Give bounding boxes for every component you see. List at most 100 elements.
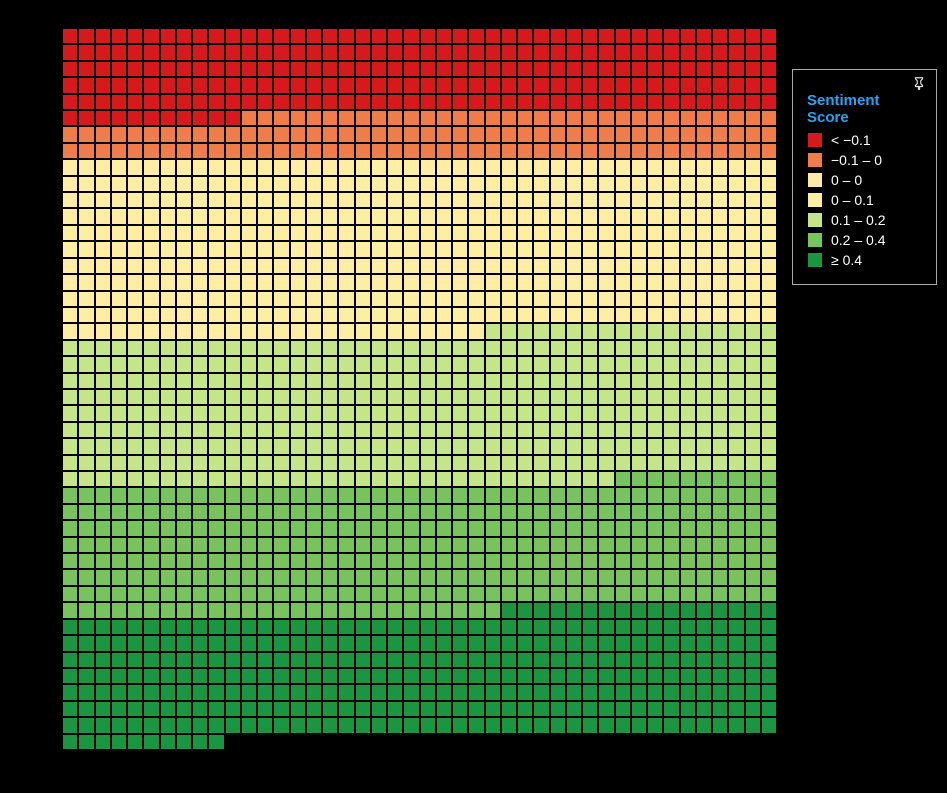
heatmap-cell — [322, 258, 338, 274]
heatmap-cell — [566, 520, 582, 536]
heatmap-cell — [485, 192, 501, 208]
heatmap-cell — [420, 307, 436, 323]
heatmap-cell — [111, 192, 127, 208]
heatmap-cell — [468, 438, 484, 454]
heatmap-cell — [306, 487, 322, 503]
heatmap-cell — [533, 356, 549, 372]
heatmap-cell — [468, 274, 484, 290]
heatmap-cell — [387, 422, 403, 438]
heatmap-cell — [322, 225, 338, 241]
heatmap-cell — [78, 94, 94, 110]
heatmap-cell — [647, 192, 663, 208]
heatmap-cell — [111, 619, 127, 635]
heatmap-cell — [712, 619, 728, 635]
heatmap-cell — [501, 323, 517, 339]
legend-item[interactable]: 0 – 0.1 — [807, 192, 922, 208]
heatmap-cell — [663, 28, 679, 44]
heatmap-cell — [728, 143, 744, 159]
heatmap-cell — [761, 323, 777, 339]
heatmap-cell — [761, 373, 777, 389]
heatmap-cell — [127, 635, 143, 651]
legend-item[interactable]: 0 – 0 — [807, 172, 922, 188]
legend-item[interactable]: −0.1 – 0 — [807, 152, 922, 168]
heatmap-cell — [403, 44, 419, 60]
heatmap-cell — [680, 373, 696, 389]
heatmap-cell — [647, 520, 663, 536]
heatmap-cell — [501, 94, 517, 110]
heatmap-cell — [111, 208, 127, 224]
heatmap-cell — [582, 225, 598, 241]
heatmap-cell — [225, 44, 241, 60]
heatmap-cell — [208, 241, 224, 257]
heatmap-cell — [696, 389, 712, 405]
heatmap-cell — [257, 126, 273, 142]
pin-icon[interactable] — [912, 76, 926, 94]
heatmap-cell — [208, 455, 224, 471]
legend-item[interactable]: < −0.1 — [807, 132, 922, 148]
heatmap-cell — [647, 323, 663, 339]
heatmap-cell — [241, 307, 257, 323]
heatmap-cell — [647, 668, 663, 684]
heatmap-cell — [615, 192, 631, 208]
heatmap-cell — [143, 356, 159, 372]
heatmap-cell — [598, 717, 614, 733]
heatmap-cell — [680, 110, 696, 126]
heatmap-cell — [696, 61, 712, 77]
heatmap-cell — [160, 537, 176, 553]
heatmap-cell — [127, 241, 143, 257]
legend-item[interactable]: 0.2 – 0.4 — [807, 232, 922, 248]
heatmap-cell — [712, 537, 728, 553]
heatmap-cell — [371, 537, 387, 553]
heatmap-cell — [95, 652, 111, 668]
heatmap-cell — [241, 684, 257, 700]
heatmap-cell — [208, 356, 224, 372]
heatmap-cell — [501, 258, 517, 274]
heatmap-cell — [403, 504, 419, 520]
heatmap-cell — [273, 258, 289, 274]
heatmap-cell — [533, 422, 549, 438]
heatmap-cell — [598, 487, 614, 503]
heatmap-cell — [468, 225, 484, 241]
heatmap-cell — [517, 176, 533, 192]
heatmap-cell — [598, 619, 614, 635]
heatmap-cell — [176, 340, 192, 356]
heatmap-cell — [517, 225, 533, 241]
heatmap-cell — [387, 668, 403, 684]
heatmap-cell — [745, 405, 761, 421]
heatmap-cell — [176, 389, 192, 405]
heatmap-cell — [485, 405, 501, 421]
heatmap-cell — [387, 258, 403, 274]
heatmap-cell — [517, 717, 533, 733]
heatmap-cell — [761, 258, 777, 274]
heatmap-cell — [306, 422, 322, 438]
heatmap-cell — [338, 94, 354, 110]
heatmap-cell — [436, 159, 452, 175]
heatmap-cell — [225, 110, 241, 126]
heatmap-cell — [322, 668, 338, 684]
heatmap-cell — [273, 438, 289, 454]
heatmap-cell — [95, 619, 111, 635]
heatmap-cell — [143, 274, 159, 290]
heatmap-cell — [192, 126, 208, 142]
heatmap-cell — [95, 126, 111, 142]
heatmap-cell — [78, 159, 94, 175]
heatmap-cell — [728, 602, 744, 618]
heatmap-cell — [696, 717, 712, 733]
heatmap-cell — [696, 668, 712, 684]
heatmap-cell — [485, 389, 501, 405]
heatmap-cell — [582, 28, 598, 44]
heatmap-cell — [761, 734, 777, 750]
legend-item[interactable]: ≥ 0.4 — [807, 252, 922, 268]
heatmap-cell — [127, 553, 143, 569]
heatmap-cell — [615, 44, 631, 60]
heatmap-cell — [680, 307, 696, 323]
heatmap-cell — [306, 143, 322, 159]
heatmap-cell — [403, 291, 419, 307]
legend-item[interactable]: 0.1 – 0.2 — [807, 212, 922, 228]
heatmap-cell — [290, 159, 306, 175]
heatmap-cell — [647, 356, 663, 372]
heatmap-cell — [550, 438, 566, 454]
heatmap-cell — [533, 504, 549, 520]
heatmap-cell — [160, 734, 176, 750]
heatmap-cell — [306, 110, 322, 126]
